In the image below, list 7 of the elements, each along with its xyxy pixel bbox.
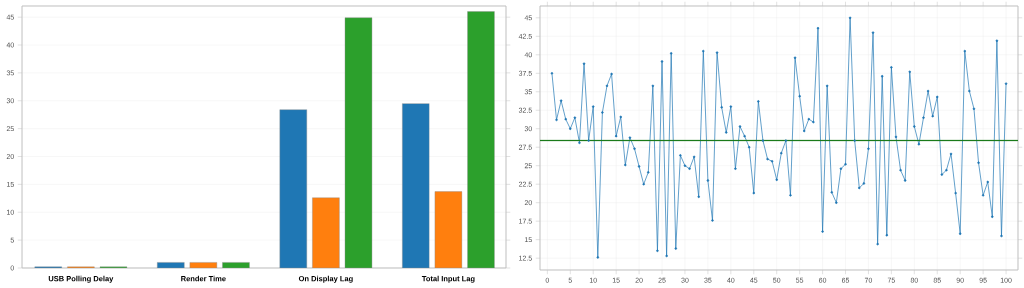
bar [312,197,340,268]
bar [434,191,463,268]
bar [467,11,495,268]
bar [222,262,250,268]
bar [344,17,373,268]
bar [279,109,307,268]
bar [402,103,430,268]
